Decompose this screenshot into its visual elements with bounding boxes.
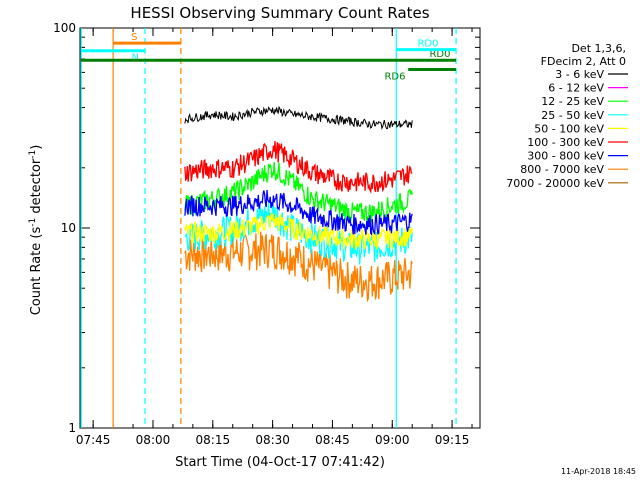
x-tick-label: 09:15 [435, 433, 470, 447]
chart-title: HESSI Observing Summary Count Rates [130, 4, 429, 22]
series-line [184, 189, 413, 236]
legend-entry: 12 - 25 keV [541, 95, 604, 108]
legend-header: FDecim 2, Att 0 [541, 55, 626, 68]
vertical-markers [80, 28, 457, 428]
y-tick-label: 100 [53, 21, 76, 35]
series-line [184, 213, 413, 251]
data-series [184, 105, 413, 303]
axis-ticks: 07:45 08:00 08:15 08:30 08:45 09:00 09:15 1 10 10… [53, 21, 480, 447]
series-line [184, 231, 413, 303]
x-tick-label: 08:15 [196, 433, 231, 447]
x-tick-label: 08:30 [255, 433, 290, 447]
series-line [184, 140, 413, 194]
series-line [184, 105, 413, 130]
legend-entry: 800 - 7000 keV [520, 163, 604, 176]
y-axis-label: Count Rate (s-1 detector-1) [28, 145, 44, 316]
x-tick-label: 09:00 [375, 433, 410, 447]
legend-entry: 100 - 300 keV [527, 136, 604, 149]
x-axis-label: Start Time (04-Oct-17 07:41:42) [175, 455, 385, 470]
legend-entry: 25 - 50 keV [541, 109, 604, 122]
series-line [184, 202, 413, 265]
series-line [184, 161, 413, 223]
status-label: S [131, 32, 137, 43]
legend-entry: 300 - 800 keV [527, 150, 604, 163]
legend-entry: 6 - 12 keV [548, 82, 604, 95]
status-label: N [132, 53, 139, 64]
legend-header: Det 1,3,6, [571, 42, 626, 55]
x-tick-label: 08:45 [315, 433, 350, 447]
y-tick-label: 1 [68, 421, 76, 435]
x-tick-label: 08:00 [136, 433, 171, 447]
legend-entry: 50 - 100 keV [534, 122, 604, 135]
legend-entry: 7000 - 20000 keV [506, 177, 604, 190]
legend-entry: 3 - 6 keV [555, 68, 604, 81]
status-label: RD0 [417, 39, 438, 50]
status-label: RD6 [384, 72, 405, 83]
footer-date: 11-Apr-2018 18:45 [561, 467, 636, 476]
y-tick-label: 10 [61, 221, 76, 235]
status-bars: SN RD0 RD6 RD0 [81, 32, 457, 83]
status-label: RD0 [429, 49, 450, 60]
x-tick-label: 07:45 [76, 433, 111, 447]
